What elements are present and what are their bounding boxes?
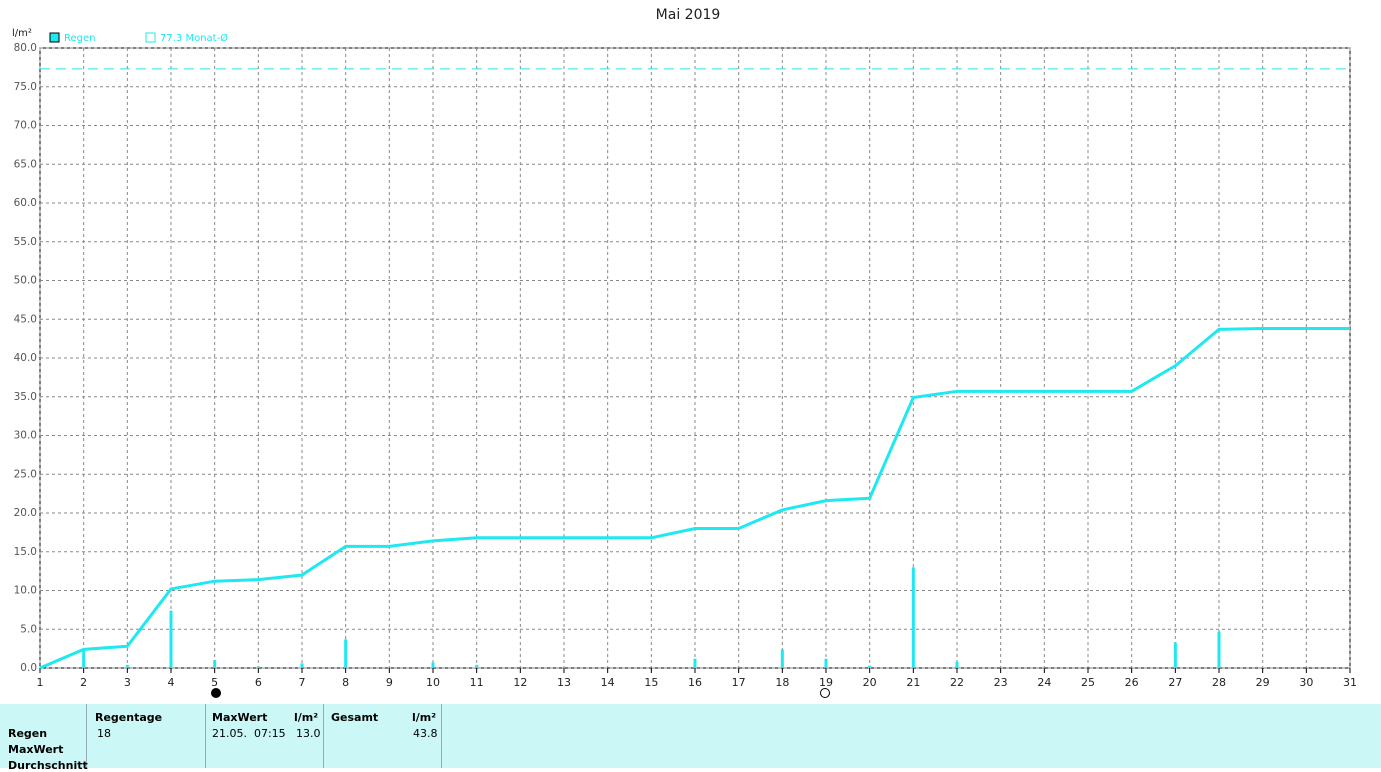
legend-swatch bbox=[145, 32, 156, 43]
bar bbox=[82, 649, 86, 668]
x-tick-label: 24 bbox=[1037, 676, 1051, 689]
x-tick-label: 2 bbox=[80, 676, 87, 689]
y-tick-label: 25.0 bbox=[14, 468, 37, 480]
cell: 13.0 bbox=[296, 727, 321, 740]
divider bbox=[323, 704, 324, 768]
legend-label: Regen bbox=[64, 33, 96, 44]
x-tick-label: 22 bbox=[950, 676, 964, 689]
legend-label: 77.3 Monat-Ø bbox=[160, 32, 228, 44]
y-tick-label: 40.0 bbox=[14, 352, 37, 364]
y-tick-label: 45.0 bbox=[14, 313, 37, 325]
x-tick-label: 16 bbox=[688, 676, 702, 689]
y-tick-label: 5.0 bbox=[20, 623, 37, 635]
x-tick-label: 23 bbox=[994, 676, 1008, 689]
y-tick-label: 35.0 bbox=[14, 391, 37, 403]
x-tick-label: 31 bbox=[1343, 676, 1357, 689]
y-tick-label: 70.0 bbox=[14, 120, 37, 132]
bar bbox=[475, 664, 479, 668]
divider bbox=[205, 704, 206, 768]
x-tick-label: 8 bbox=[342, 676, 349, 689]
bar bbox=[300, 663, 304, 668]
y-tick-label: 65.0 bbox=[14, 158, 37, 170]
bar bbox=[125, 664, 129, 668]
x-tick-label: 28 bbox=[1212, 676, 1226, 689]
y-tick-label: 75.0 bbox=[14, 81, 37, 93]
cell: 43.8 bbox=[413, 727, 438, 740]
moon-full bbox=[820, 688, 830, 698]
row-label: MaxWert bbox=[8, 743, 64, 756]
divider bbox=[86, 704, 87, 768]
bar bbox=[693, 658, 697, 668]
cell: 21.05. 07:15 bbox=[212, 727, 286, 740]
bar bbox=[213, 660, 217, 668]
bar bbox=[911, 567, 915, 668]
bar bbox=[1261, 667, 1265, 668]
header: l/m² bbox=[294, 711, 319, 724]
y-tick-label: 80.0 bbox=[14, 42, 37, 54]
header: Regentage bbox=[95, 711, 163, 724]
bar bbox=[780, 649, 784, 668]
x-tick-label: 11 bbox=[470, 676, 484, 689]
header: l/m² bbox=[412, 711, 437, 724]
x-tick-label: 10 bbox=[426, 676, 440, 689]
x-tick-label: 7 bbox=[299, 676, 306, 689]
x-tick-label: 20 bbox=[863, 676, 877, 689]
row-label: Regen bbox=[8, 727, 48, 740]
header: MaxWert bbox=[212, 711, 268, 724]
divider bbox=[441, 704, 442, 768]
bar bbox=[1217, 631, 1221, 668]
y-tick-label: 55.0 bbox=[14, 236, 37, 248]
x-tick-label: 26 bbox=[1125, 676, 1139, 689]
bar bbox=[824, 658, 828, 668]
x-tick-label: 9 bbox=[386, 676, 393, 689]
x-tick-label: 1 bbox=[37, 676, 44, 689]
line bbox=[39, 327, 1350, 670]
legend-swatch bbox=[49, 32, 60, 43]
y-tick-label: 10.0 bbox=[14, 585, 37, 597]
x-tick-label: 21 bbox=[906, 676, 920, 689]
x-tick-label: 14 bbox=[601, 676, 615, 689]
x-tick-label: 4 bbox=[168, 676, 175, 689]
bar bbox=[431, 662, 435, 668]
bar bbox=[169, 610, 173, 668]
y-axis-title: l/m² bbox=[12, 28, 32, 39]
bar bbox=[1173, 642, 1177, 668]
cell: 18 bbox=[97, 727, 111, 740]
x-tick-label: 27 bbox=[1168, 676, 1182, 689]
moon-new bbox=[211, 688, 221, 698]
bar bbox=[868, 665, 872, 668]
x-tick-label: 6 bbox=[255, 676, 262, 689]
y-tick-label: 15.0 bbox=[14, 546, 37, 558]
y-tick-label: 30.0 bbox=[14, 430, 37, 442]
x-tick-label: 15 bbox=[644, 676, 658, 689]
y-tick-label: 0.0 bbox=[20, 662, 37, 674]
x-tick-label: 18 bbox=[775, 676, 789, 689]
stats-table: Regentage MaxWert l/m² Gesamt l/m² Regen… bbox=[0, 704, 1381, 772]
y-tick-label: 20.0 bbox=[14, 507, 37, 519]
bar bbox=[256, 666, 260, 668]
chart-title: Mai 2019 bbox=[656, 7, 721, 23]
x-tick-label: 30 bbox=[1299, 676, 1313, 689]
chart: Mai 2019 l/m² 0.0 5.0 10.0 15.0 20.0 25.0 30.0… bbox=[12, 7, 1357, 698]
y-tick-label: 50.0 bbox=[14, 275, 37, 287]
x-tick-label: 19 bbox=[819, 676, 833, 689]
row-label: Durchschnitt bbox=[8, 759, 88, 772]
x-tick-label: 13 bbox=[557, 676, 571, 689]
x-tick-label: 3 bbox=[124, 676, 131, 689]
bar bbox=[955, 661, 959, 668]
x-tick-label: 25 bbox=[1081, 676, 1095, 689]
header: Gesamt bbox=[331, 711, 379, 724]
x-tick-label: 12 bbox=[513, 676, 527, 689]
y-tick-label: 60.0 bbox=[14, 197, 37, 209]
bar bbox=[344, 639, 348, 668]
x-tick-label: 29 bbox=[1256, 676, 1270, 689]
x-tick-label: 17 bbox=[732, 676, 746, 689]
x-tick-label: 5 bbox=[211, 676, 218, 689]
